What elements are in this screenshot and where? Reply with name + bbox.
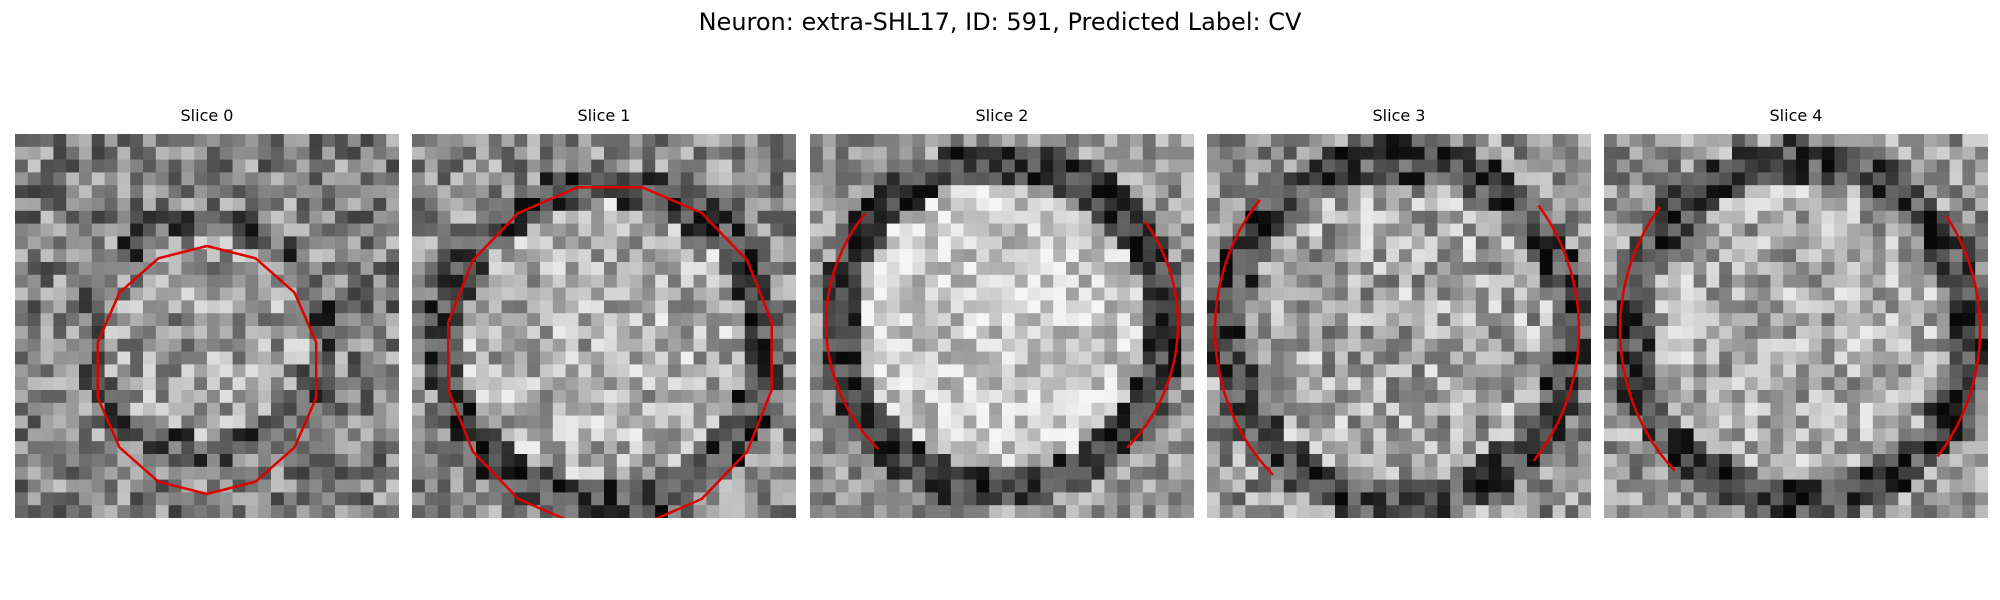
slice-pixels-0 (15, 134, 399, 518)
segmentation-contour (446, 186, 774, 518)
slice-title-4: Slice 4 (1769, 106, 1823, 125)
slice-image-1 (412, 134, 796, 518)
figure-title: Neuron: extra-SHL17, ID: 591, Predicted … (698, 8, 1302, 36)
segmentation-contour (96, 244, 318, 496)
slice-pixels-2 (810, 134, 1194, 518)
segmentation-contour (1213, 198, 1274, 476)
segmentation-contour (824, 212, 880, 451)
slice-image-2 (810, 134, 1194, 518)
slice-image-0 (15, 134, 399, 518)
slice-image-4 (1604, 134, 1988, 518)
slice-pixels-4 (1604, 134, 1988, 518)
segmentation-contour (1126, 221, 1180, 449)
slice-title-0: Slice 0 (180, 106, 234, 125)
slice-title-3: Slice 3 (1372, 106, 1426, 125)
slice-pixels-1 (412, 134, 796, 518)
segmentation-contour (1936, 215, 1982, 458)
segmentation-contour (1532, 204, 1581, 462)
slice-title-1: Slice 1 (577, 106, 631, 125)
slice-image-3 (1207, 134, 1591, 518)
slice-pixels-3 (1207, 134, 1591, 518)
segmentation-contour (1618, 206, 1676, 472)
slice-title-2: Slice 2 (975, 106, 1029, 125)
